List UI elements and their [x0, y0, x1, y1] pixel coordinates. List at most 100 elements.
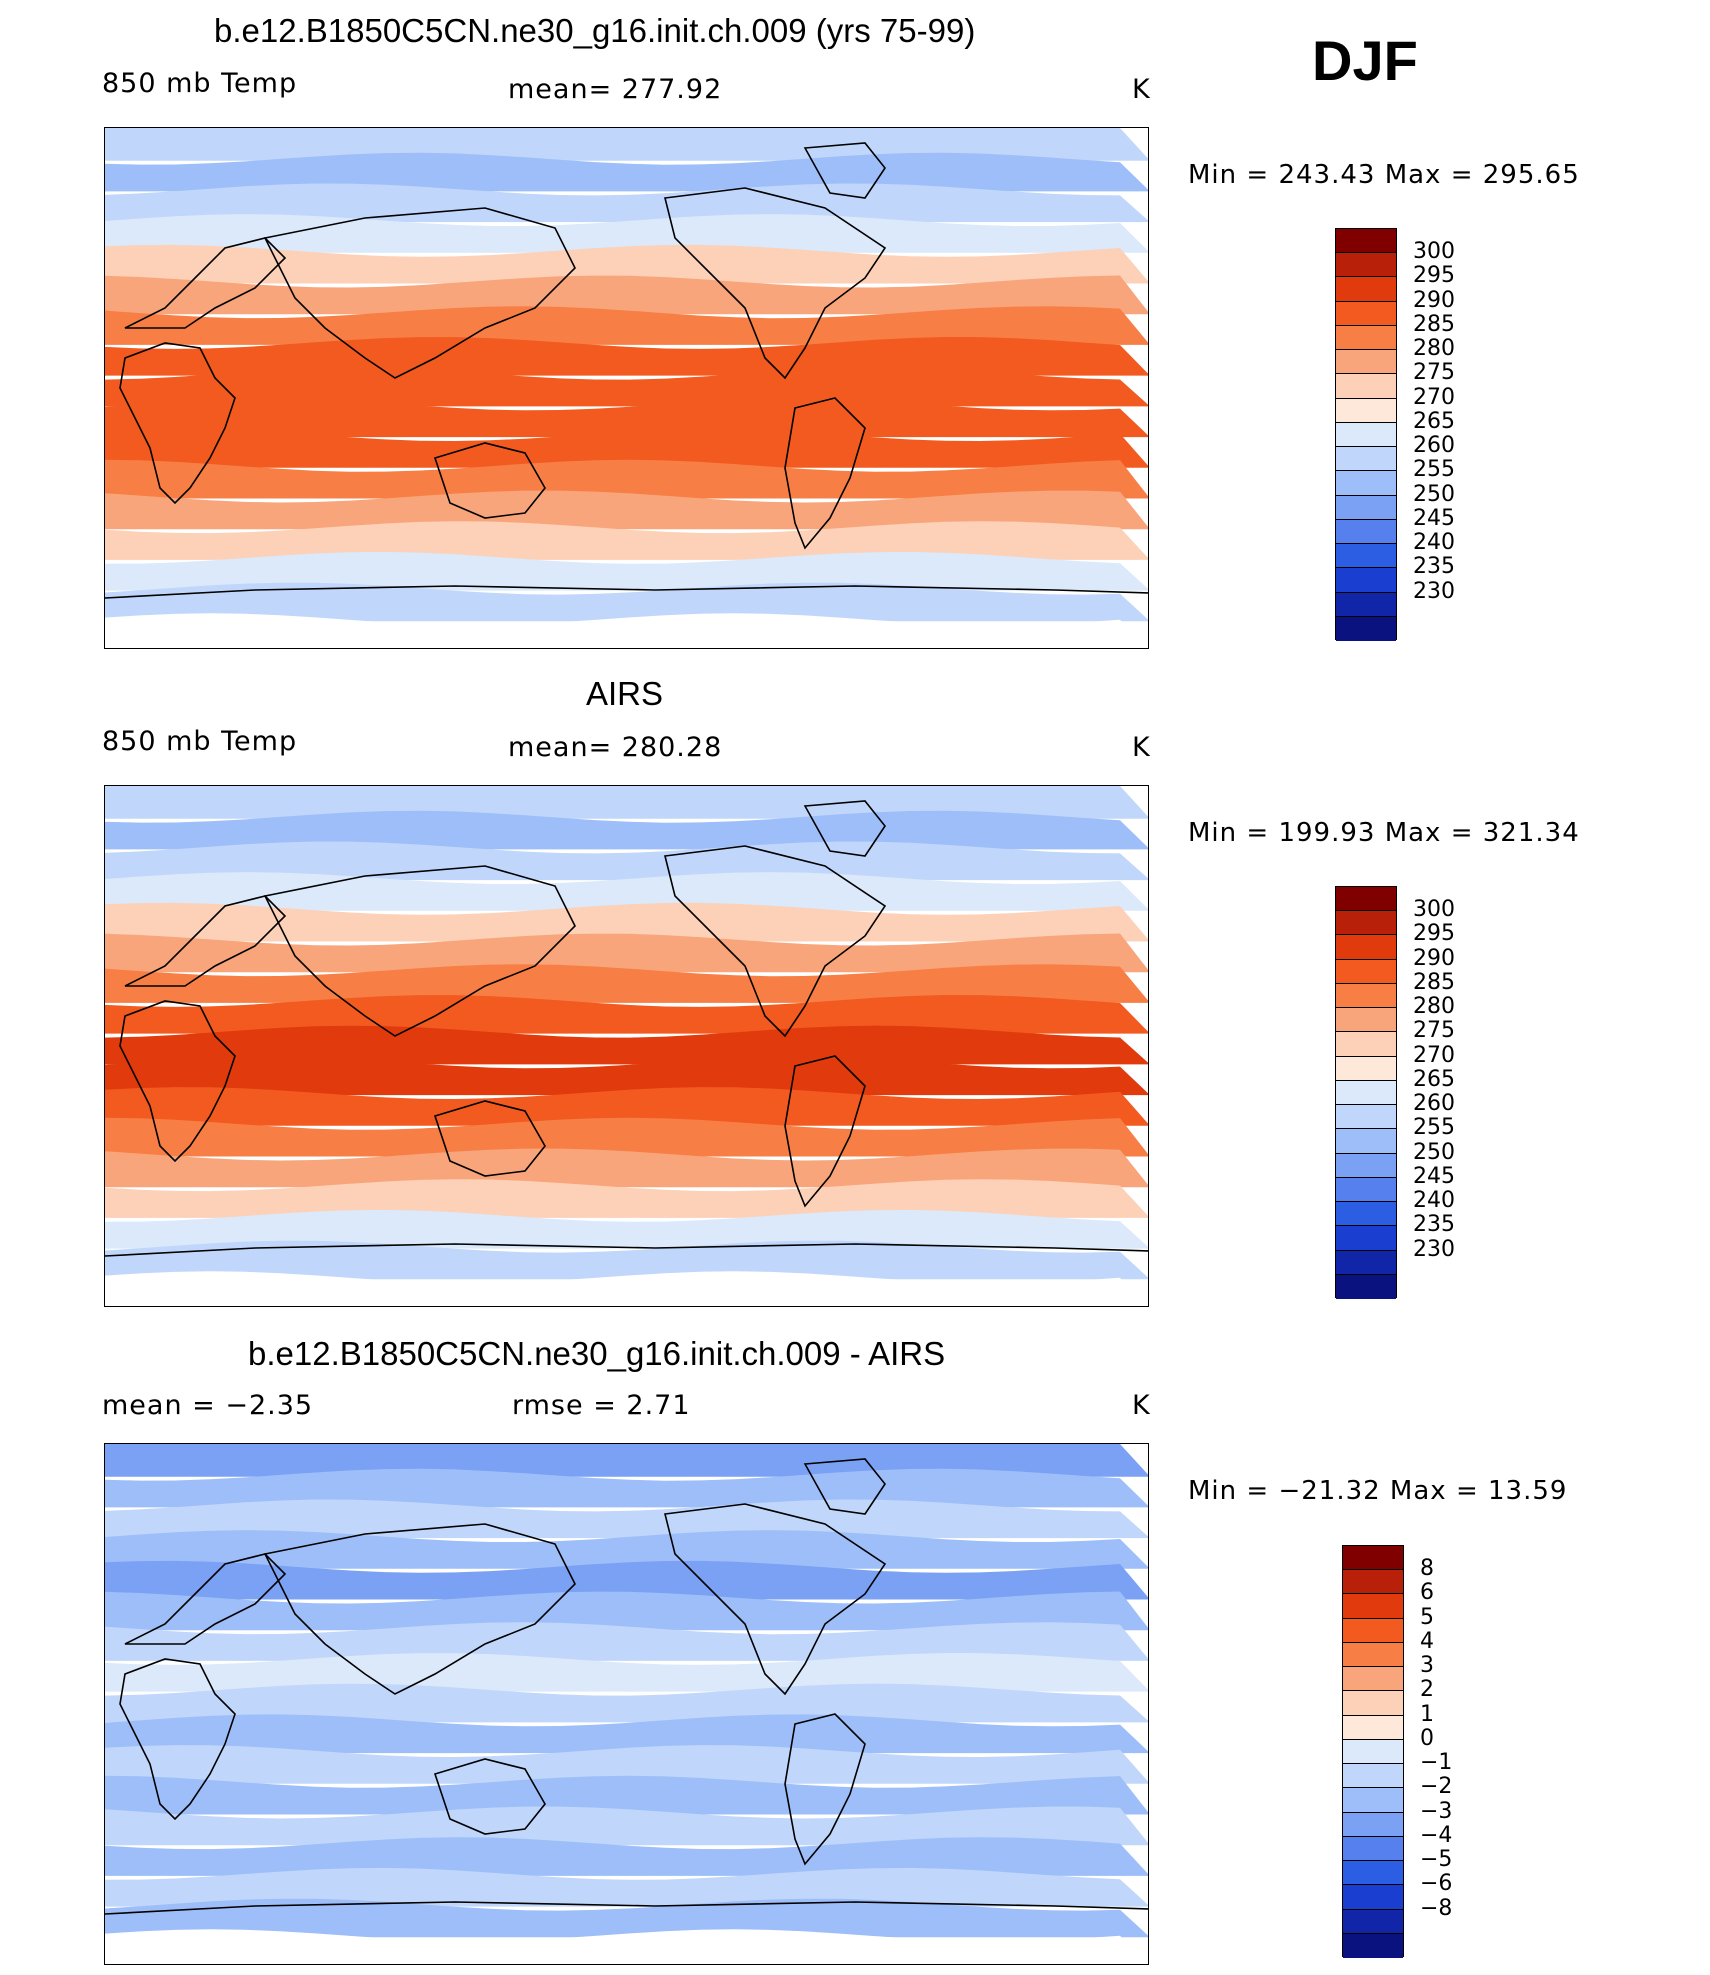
map-contour-band [105, 1806, 1148, 1846]
map-contour-band [105, 1499, 1148, 1539]
coastline [803, 1458, 886, 1515]
colorbar-tick-label: −4 [1420, 1822, 1453, 1848]
colorbar-tick-label: 0 [1420, 1725, 1434, 1751]
colorbar-swatch [1336, 887, 1396, 912]
colorbar-tick-label: 230 [1413, 578, 1455, 604]
colorbar-swatch [1336, 229, 1396, 254]
coastline [664, 845, 887, 1038]
colorbar-tick-label: 235 [1413, 554, 1455, 580]
colorbar-swatch [1336, 1153, 1396, 1178]
map-contour-band [105, 1929, 1147, 1964]
colorbar-tick-label: 5 [1420, 1604, 1434, 1630]
colorbar-swatch [1336, 1274, 1396, 1299]
colorbar-swatch [1336, 911, 1396, 936]
colorbar-swatch [1336, 1032, 1396, 1057]
coastline [124, 895, 287, 987]
coastline [263, 865, 576, 1037]
colorbar-tick-label: 240 [1413, 1188, 1455, 1214]
colorbar-swatch [1336, 325, 1396, 351]
map-contour-band [105, 1653, 1148, 1692]
map-contour-band [105, 490, 1148, 530]
map-contour-band [105, 214, 1148, 253]
coastline [263, 207, 576, 379]
map-contour-band [105, 1056, 1148, 1096]
colorbar-tick-label: 255 [1413, 457, 1455, 483]
colorbar-tick-label: 245 [1413, 505, 1455, 531]
map-contour-band [105, 1025, 1148, 1065]
colorbar-tick-label: 245 [1413, 1163, 1455, 1189]
colorbar-swatch [1336, 616, 1396, 641]
coastline [803, 142, 886, 199]
map-contour-band [105, 964, 1148, 1003]
map-contour-band [105, 459, 1148, 499]
coastline [664, 187, 887, 380]
panel3-rmse-label: rmse = 2.71 [512, 1390, 691, 1421]
map-contour-band [105, 398, 1148, 438]
coastline [119, 342, 236, 505]
colorbar-tick-label: 290 [1413, 287, 1455, 313]
panel1-left-label: 850 mb Temp [102, 68, 298, 99]
map-contour-band [105, 841, 1148, 881]
map-contour-band [105, 1714, 1148, 1754]
panel3-map-svg [105, 1444, 1148, 1964]
panel3-minmax: Min = −21.32 Max = 13.59 [1188, 1476, 1568, 1506]
colorbar-tick-label: 265 [1413, 1066, 1455, 1092]
coastline [433, 1100, 546, 1177]
colorbar-tick-label: −3 [1420, 1798, 1453, 1824]
colorbar-swatch [1336, 1129, 1396, 1154]
map-contour-band [105, 786, 1148, 819]
map-contour-band [105, 1209, 1148, 1249]
colorbar-tick-label: 280 [1413, 994, 1455, 1020]
colorbar-swatch [1336, 495, 1396, 520]
colorbar-tick-label: 300 [1413, 239, 1455, 265]
map-contour-band [105, 1745, 1148, 1784]
map-contour-band [105, 1591, 1148, 1631]
colorbar-swatch [1343, 1836, 1403, 1862]
panel2-minmax: Min = 199.93 Max = 321.34 [1188, 818, 1580, 848]
colorbar-tick-label: 275 [1413, 1018, 1455, 1044]
colorbar-swatch [1336, 1177, 1396, 1203]
coastline [119, 1658, 236, 1821]
colorbar-tick-label: 255 [1413, 1115, 1455, 1141]
map-contour-band [105, 275, 1148, 315]
coastline [119, 1000, 236, 1163]
coastline [433, 1758, 546, 1835]
colorbar-swatch [1336, 568, 1396, 593]
map-contour-band [105, 1560, 1148, 1600]
colorbar-swatch [1336, 422, 1396, 448]
colorbar-tick-label: 4 [1420, 1628, 1434, 1654]
map-contour-band [105, 1117, 1148, 1157]
colorbar-tick-label: 260 [1413, 433, 1455, 459]
map-contour-band [105, 872, 1148, 911]
map-contour-band [105, 810, 1148, 850]
coastline [105, 1901, 1148, 1915]
colorbar-tick-label: 300 [1413, 897, 1455, 923]
colorbar-swatch [1336, 301, 1396, 326]
colorbar-tick-label: 290 [1413, 945, 1455, 971]
colorbar-swatch [1336, 447, 1396, 472]
coastline [784, 1055, 866, 1208]
panel1-colorbar [1335, 228, 1397, 641]
panel2-units-label: K [1132, 732, 1151, 763]
coastline [124, 1553, 287, 1645]
colorbar-swatch [1336, 277, 1396, 302]
panel3-title: b.e12.B1850C5CN.ne30_g16.init.ch.009 - A… [248, 1335, 946, 1372]
colorbar-swatch [1336, 959, 1396, 984]
colorbar-swatch [1336, 471, 1396, 496]
colorbar-tick-label: 275 [1413, 360, 1455, 386]
map-contour-band [105, 1148, 1148, 1188]
map-contour-band [105, 613, 1147, 648]
colorbar-tick-label: −2 [1420, 1774, 1453, 1800]
map-contour-band [105, 521, 1148, 560]
panel2-map [104, 785, 1149, 1307]
colorbar-tick-label: −8 [1420, 1895, 1453, 1921]
map-contour-band [105, 337, 1148, 376]
colorbar-tick-label: 295 [1413, 263, 1455, 289]
panel1-minmax: Min = 243.43 Max = 295.65 [1188, 160, 1580, 190]
map-contour-band [105, 1622, 1148, 1661]
colorbar-tick-label: 6 [1420, 1580, 1434, 1606]
panel1-map [104, 127, 1149, 649]
colorbar-tick-label: −6 [1420, 1871, 1453, 1897]
map-contour-band [105, 152, 1148, 192]
map-contour-band [105, 995, 1148, 1034]
